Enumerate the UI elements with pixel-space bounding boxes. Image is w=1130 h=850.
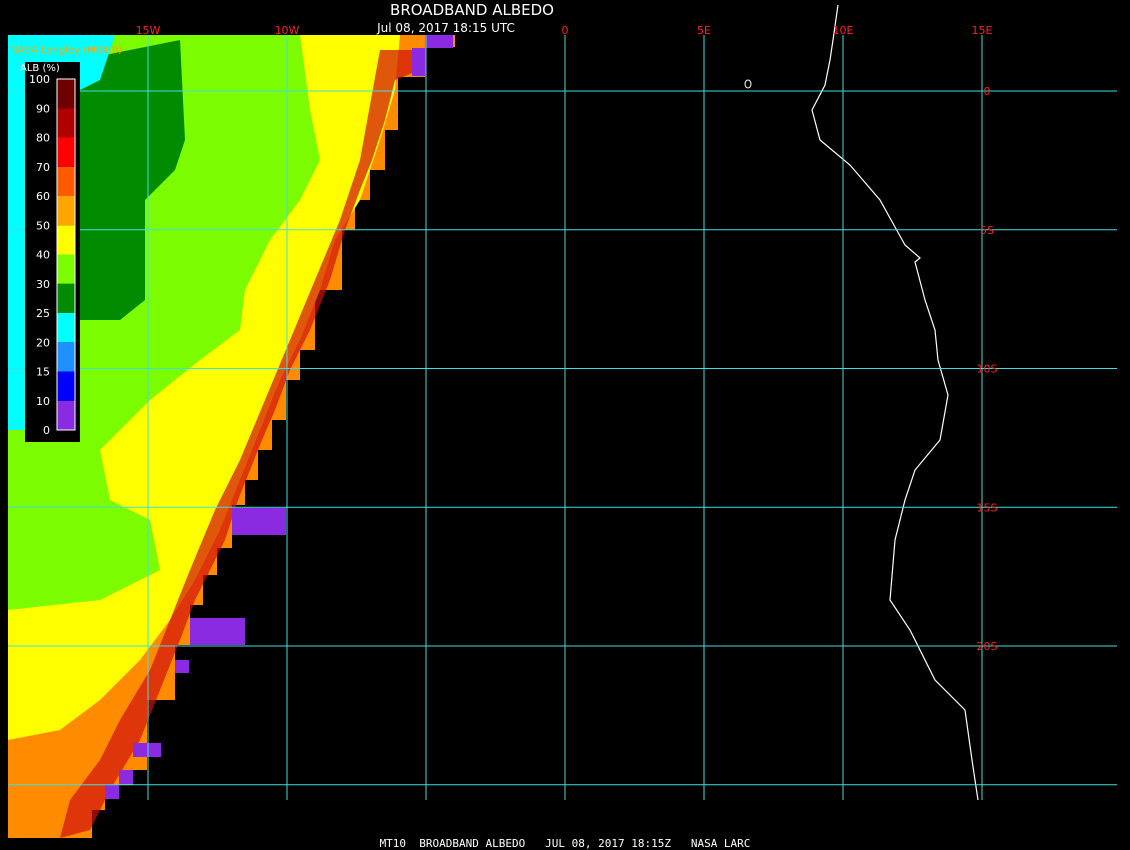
latitude-label: 20S: [977, 640, 998, 653]
colorbar-tick-label: 15: [36, 366, 50, 379]
longitude-label: 5E: [697, 24, 711, 37]
invalid-block: [105, 785, 119, 799]
invalid-block: [133, 743, 161, 757]
longitude-label: 0: [562, 24, 569, 37]
colorbar-segment: [57, 371, 75, 401]
colorbar-tick-label: 60: [36, 190, 50, 203]
timestamp: Jul 08, 2017 18:15 UTC: [376, 21, 515, 35]
invalid-block: [412, 48, 426, 76]
colorbar-frame: [56, 78, 76, 431]
invalid-block: [175, 660, 189, 673]
colorbar-segment: [57, 108, 75, 138]
colorbar-segment: [57, 79, 75, 109]
island: [744, 79, 752, 89]
colorbar-segment: [57, 283, 75, 313]
colorbar-tick-label: 10: [36, 395, 50, 408]
swath-cyan: [8, 35, 115, 430]
colorbar-tick-label: 80: [36, 132, 50, 145]
colorbar-segment: [57, 254, 75, 284]
colorbar-tick-label: 50: [36, 219, 50, 232]
colorbar: 0 10 15 20 25 30 40 50 60 70 80 90 100: [29, 73, 76, 437]
colorbar-segment: [57, 400, 75, 430]
colorbar-segment: [57, 313, 75, 343]
colorbar-segment: [57, 196, 75, 226]
colorbar-tick-label: 100: [29, 73, 50, 86]
title: BROADBAND ALBEDO: [390, 1, 554, 19]
footer: MT10 BROADBAND ALBEDO JUL 08, 2017 18:15…: [380, 837, 751, 850]
latitude-label: 0: [984, 85, 991, 98]
colorbar-tick-label: 40: [36, 249, 50, 262]
swath-red-edge: [60, 50, 420, 838]
colorbar-tick-label: 0: [43, 424, 50, 437]
colorbar-tick-label: 90: [36, 102, 50, 115]
invalid-block: [232, 508, 286, 535]
latitude-label: 10S: [977, 363, 998, 376]
longitude-label: 10E: [833, 24, 854, 37]
invalid-block: [425, 35, 453, 48]
colorbar-tick-label: 70: [36, 161, 50, 174]
swath-green: [80, 40, 185, 320]
colorbar-tick-label: 25: [36, 307, 50, 320]
colorbar-tick-label: 20: [36, 336, 50, 349]
longitude-label: 10W: [275, 24, 300, 37]
longitude-label: 15E: [972, 24, 993, 37]
colorbar-segment: [57, 225, 75, 255]
source-label: NASA Langley (M04.0): [10, 45, 122, 56]
colorbar-segment: [57, 166, 75, 196]
latitude-label: 5S: [980, 224, 994, 237]
imagery: [8, 35, 455, 838]
invalid-block: [190, 618, 245, 645]
graticule: 15W 10W 0 5E 10E 15E 0 5S 10S 15S 20S: [8, 24, 1117, 800]
colorbar-segment: [57, 342, 75, 372]
invalid-block: [119, 770, 133, 784]
colorbar-segment: [57, 137, 75, 167]
colorbar-tick-label: 30: [36, 278, 50, 291]
latitude-label: 15S: [977, 501, 998, 514]
coastline: [811, 4, 979, 801]
longitude-label: 15W: [136, 24, 161, 37]
colorbar-label: ALB (%): [20, 63, 60, 74]
